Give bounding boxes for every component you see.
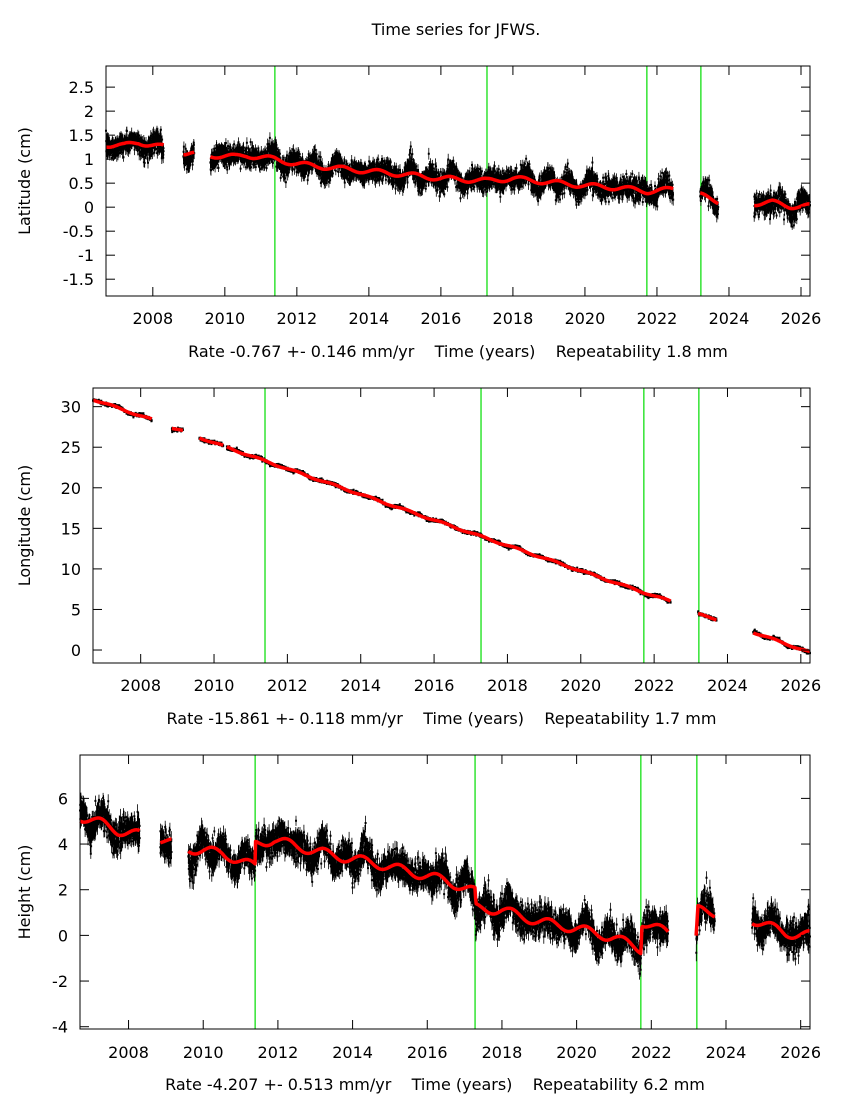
y-tick-label: -1.5 — [63, 270, 94, 289]
x-axis-label: Rate -4.207 +- 0.513 mm/yr Time (years) … — [165, 1075, 705, 1094]
x-tick-label: 2014 — [340, 676, 381, 695]
x-tick-label: 2020 — [560, 676, 601, 695]
y-tick-label: -4 — [52, 1018, 68, 1037]
x-tick-label: 2022 — [634, 676, 675, 695]
x-tick-label: 2008 — [120, 676, 161, 695]
x-tick-label: 2022 — [631, 1043, 672, 1062]
height-chart: 2008 2010 2012 2014 2016 2018 2020 2022 2024 2026… — [15, 754, 821, 1094]
model-curve — [182, 150, 196, 157]
x-tick-label: 2008 — [108, 1043, 149, 1062]
model-curve — [209, 152, 675, 196]
x-tick-label: 2008 — [132, 309, 173, 328]
x-tick-label: 2018 — [493, 309, 534, 328]
y-tick-label: 2.5 — [69, 78, 94, 97]
x-tick-label: 2012 — [267, 676, 308, 695]
y-tick-label: 25 — [61, 438, 81, 457]
model-curve — [699, 191, 720, 206]
y-tick-label: 2 — [58, 881, 68, 900]
x-tick-label: 2020 — [556, 1043, 597, 1062]
y-tick-label: 10 — [61, 560, 81, 579]
plot-frame — [105, 65, 811, 297]
error-bars — [79, 792, 811, 980]
y-tick-label: 0.5 — [69, 174, 94, 193]
model-curve — [697, 611, 718, 622]
figure-title: Time series for JFWS. — [371, 20, 541, 39]
y-tick-label: 1.5 — [69, 126, 94, 145]
y-tick-label: -0.5 — [63, 222, 94, 241]
x-tick-label: 2014 — [349, 309, 390, 328]
model-curve — [187, 836, 670, 956]
x-tick-label: 2012 — [276, 309, 317, 328]
x-tick-label: 2010 — [204, 309, 245, 328]
y-tick-label: 0 — [71, 641, 81, 660]
x-tick-label: 2016 — [421, 309, 462, 328]
x-tick-label: 2026 — [780, 1043, 821, 1062]
model-curve — [91, 398, 153, 421]
longitude-chart: 2008 2010 2012 2014 2016 2018 2020 2022 2024 2026… — [15, 387, 821, 728]
y-tick-label: 5 — [71, 600, 81, 619]
x-tick-label: 2012 — [258, 1043, 299, 1062]
x-tick-label: 2022 — [637, 309, 678, 328]
y-tick-label: 2 — [84, 102, 94, 121]
longitude-plot: 2008 2010 2012 2014 2016 2018 2020 2022 2024 2026… — [15, 387, 821, 728]
model-curve — [198, 436, 225, 447]
x-tick-label: 2018 — [487, 676, 528, 695]
y-axis-label: Latitude (cm) — [15, 127, 34, 235]
latitude-plot: 2008 2010 2012 2014 2016 2018 2020 2022 2024 2026… — [15, 65, 822, 361]
y-tick-label: 0 — [58, 926, 68, 945]
y-tick-label: -1 — [78, 246, 94, 265]
y-tick-label: 0 — [84, 198, 94, 217]
x-tick-label: 2014 — [332, 1043, 373, 1062]
y-tick-label: 1 — [84, 150, 94, 169]
x-tick-label: 2018 — [482, 1043, 523, 1062]
x-tick-label: 2010 — [194, 676, 235, 695]
model-curve — [694, 903, 716, 936]
x-axis-label: Rate -0.767 +- 0.146 mm/yr Time (years) … — [188, 342, 728, 361]
x-tick-label: 2016 — [414, 676, 455, 695]
x-tick-label: 2024 — [707, 676, 748, 695]
y-tick-label: 15 — [61, 519, 81, 538]
y-axis-label: Height (cm) — [15, 845, 34, 940]
plot-frame — [79, 754, 811, 1030]
model-curve — [752, 631, 812, 654]
y-tick-label: -2 — [52, 972, 68, 991]
y-tick-label: 20 — [61, 479, 81, 498]
model-curve — [159, 837, 173, 845]
plot-frame — [92, 387, 811, 664]
x-tick-label: 2026 — [781, 309, 822, 328]
model-curve — [753, 198, 812, 211]
x-tick-label: 2024 — [709, 309, 750, 328]
latitude-chart: 2008 2010 2012 2014 2016 2018 2020 2022 2024 2026… — [15, 65, 822, 361]
x-tick-label: 2026 — [780, 676, 821, 695]
model-curve — [78, 816, 141, 838]
model-curve — [104, 140, 165, 150]
model-curve — [751, 920, 812, 940]
x-axis-label: Rate -15.861 +- 0.118 mm/yr Time (years)… — [167, 709, 717, 728]
model-curve — [225, 445, 672, 603]
y-axis-label: Longitude (cm) — [15, 465, 34, 587]
y-tick-label: 6 — [58, 789, 68, 808]
x-tick-label: 2010 — [183, 1043, 224, 1062]
x-tick-label: 2020 — [565, 309, 606, 328]
y-tick-label: 4 — [58, 835, 68, 854]
height-data-points — [79, 792, 811, 980]
y-tick-label: 30 — [61, 398, 81, 417]
model-curve — [170, 426, 184, 433]
x-tick-label: 2024 — [706, 1043, 747, 1062]
x-tick-label: 2016 — [407, 1043, 448, 1062]
